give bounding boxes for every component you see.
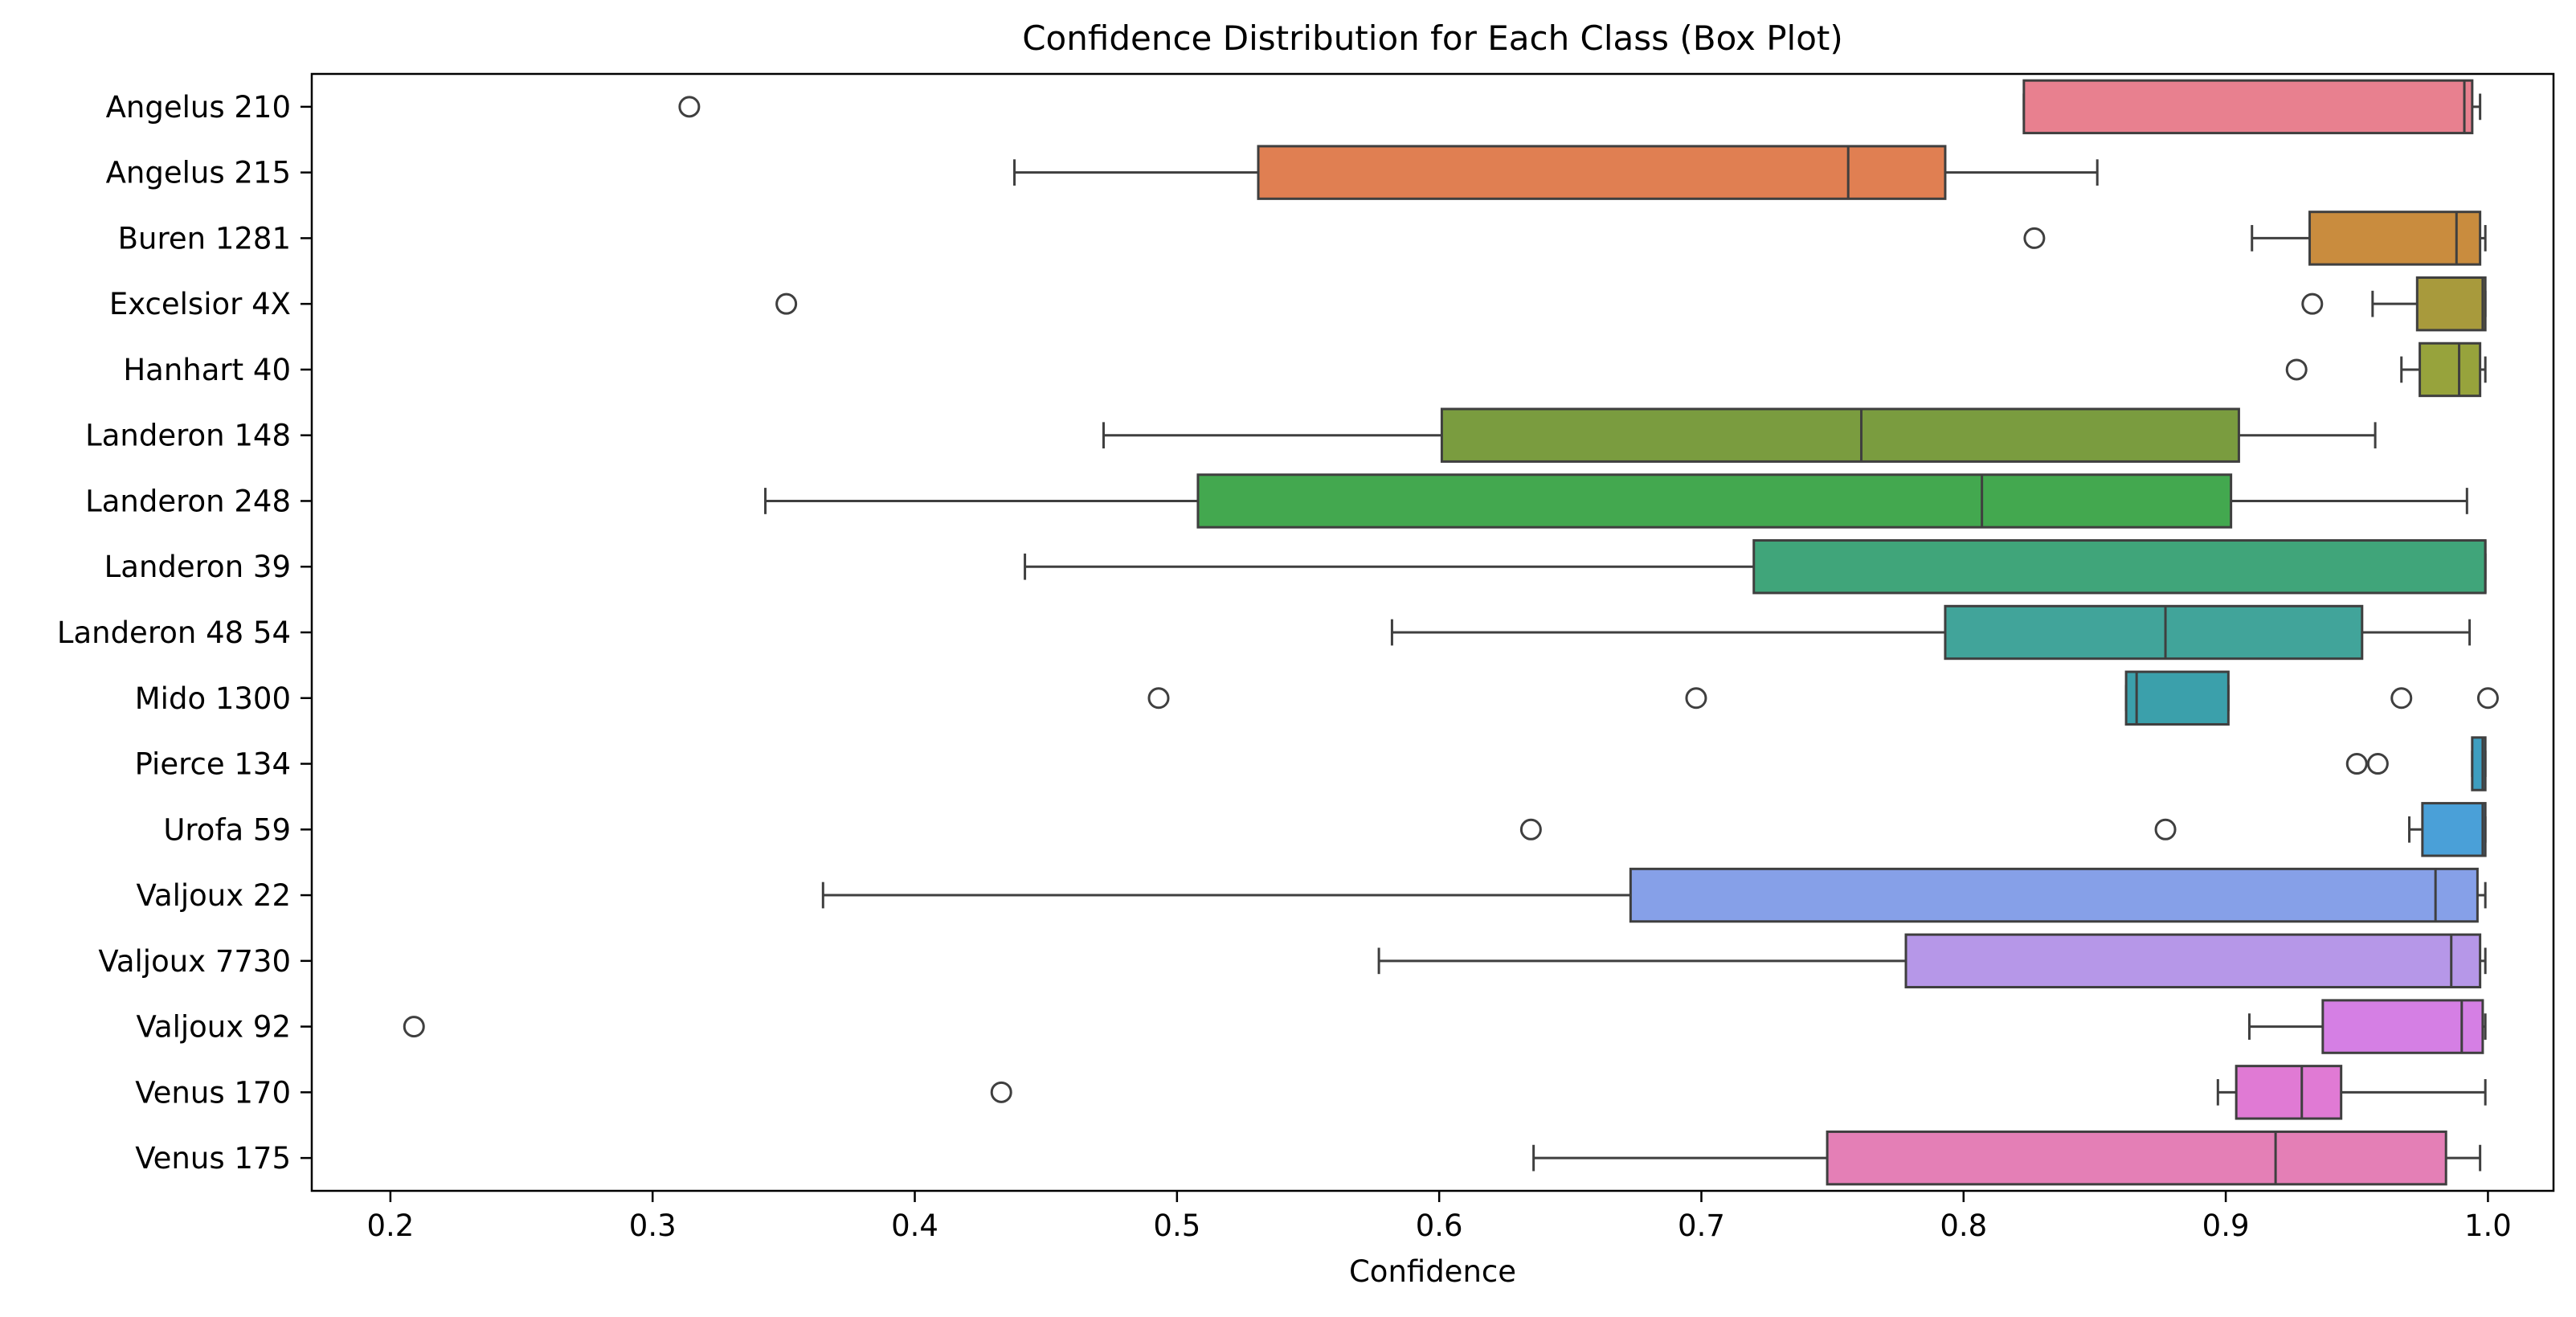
- outlier-point: [2345, 753, 2368, 775]
- box-iqr: [1752, 539, 2487, 595]
- box-group: [2023, 211, 2487, 266]
- y-tick-label: Angelus 210: [106, 90, 291, 125]
- y-tick-label: Venus 175: [135, 1141, 291, 1176]
- y-tick-label: Valjoux 7730: [98, 944, 291, 979]
- x-tick-label: 0.9: [2202, 1209, 2250, 1243]
- box-iqr: [2308, 211, 2482, 266]
- box-iqr: [2022, 79, 2474, 135]
- outlier-point: [2154, 818, 2177, 841]
- x-tick-label: 0.7: [1678, 1209, 1725, 1243]
- box-iqr: [2321, 999, 2484, 1054]
- x-tick-label: 0.4: [891, 1209, 938, 1243]
- box-iqr: [1826, 1130, 2447, 1186]
- box-group: [764, 473, 2468, 529]
- box-group: [403, 999, 2487, 1054]
- y-tick-label: Pierce 134: [135, 747, 291, 782]
- box-iqr: [1629, 867, 2479, 923]
- box-iqr: [2419, 342, 2482, 398]
- box-group: [1024, 539, 2487, 595]
- outlier-point: [775, 292, 798, 315]
- box-iqr: [2235, 1065, 2343, 1120]
- x-tick-label: 1.0: [2464, 1209, 2512, 1243]
- box-group: [2345, 736, 2487, 791]
- box-iqr: [1257, 145, 1947, 200]
- box-group: [821, 867, 2487, 923]
- y-tick-label: Hanhart 40: [123, 353, 291, 387]
- outlier-point: [2285, 358, 2308, 381]
- axis-ticks-layer: Angelus 210 Angelus 215 Buren 1281 Excelsio…: [57, 90, 2512, 1243]
- box-group: [2285, 342, 2487, 398]
- outlier-point: [1147, 687, 1170, 710]
- y-tick-label: Angelus 215: [106, 156, 291, 190]
- box-iqr: [2415, 276, 2487, 332]
- box-group: [1013, 145, 2099, 200]
- box-iqr: [1944, 604, 2364, 661]
- outlier-point: [2476, 687, 2499, 710]
- outlier-point: [990, 1081, 1012, 1103]
- outlier-point: [1519, 818, 1542, 841]
- outlier-point: [2390, 687, 2413, 710]
- y-tick-label: Urofa 59: [163, 812, 291, 847]
- box-group: [990, 1065, 2487, 1120]
- x-tick-label: 0.3: [629, 1209, 677, 1243]
- y-tick-label: Mido 1300: [135, 681, 291, 716]
- box-iqr: [2124, 670, 2230, 726]
- y-tick-label: Buren 1281: [118, 221, 291, 256]
- box-group: [775, 276, 2487, 332]
- x-tick-label: 0.5: [1153, 1209, 1200, 1243]
- y-tick-label: Venus 170: [135, 1075, 291, 1110]
- y-tick-label: Landeron 48 54: [57, 616, 291, 650]
- y-tick-label: Landeron 248: [85, 484, 291, 518]
- outlier-point: [2301, 292, 2324, 315]
- box-group: [1147, 670, 2499, 726]
- x-tick-label: 0.8: [1940, 1209, 1987, 1243]
- box-group: [1519, 802, 2487, 857]
- box-group: [1390, 604, 2472, 661]
- outlier-point: [1685, 687, 1707, 710]
- x-axis-label: Confidence: [1349, 1254, 1516, 1289]
- x-tick-label: 0.2: [366, 1209, 414, 1243]
- y-tick-label: Landeron 39: [104, 550, 291, 584]
- box-iqr: [1440, 407, 2240, 463]
- y-tick-label: Valjoux 22: [137, 878, 292, 913]
- outlier-point: [403, 1016, 425, 1038]
- box-group: [1102, 407, 2377, 463]
- box-iqr: [2421, 802, 2487, 857]
- outlier-point: [678, 96, 701, 118]
- box-group: [678, 79, 2482, 135]
- box-iqr: [1196, 473, 2233, 529]
- boxes-layer: [403, 79, 2499, 1186]
- outlier-point: [2366, 753, 2389, 775]
- box-iqr: [1904, 933, 2482, 989]
- chart-title: Confidence Distribution for Each Class (…: [1022, 18, 1843, 58]
- x-tick-label: 0.6: [1416, 1209, 1463, 1243]
- y-tick-label: Valjoux 92: [137, 1010, 292, 1045]
- y-tick-label: Landeron 148: [85, 419, 291, 453]
- y-tick-label: Excelsior 4X: [109, 287, 291, 321]
- box-group: [1377, 933, 2487, 989]
- box-group: [1532, 1130, 2482, 1186]
- outlier-point: [2023, 227, 2046, 249]
